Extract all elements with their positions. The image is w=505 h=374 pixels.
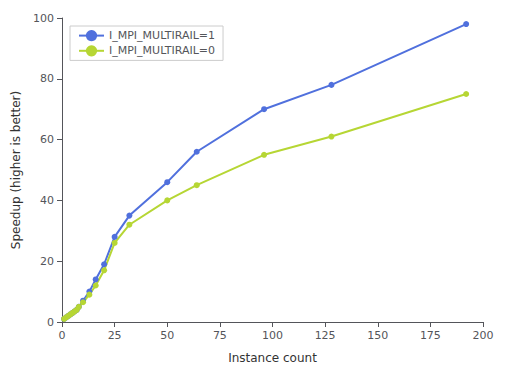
svg-text:I_MPI_MULTIRAIL=1: I_MPI_MULTIRAIL=1	[109, 29, 215, 42]
svg-text:75: 75	[213, 329, 227, 342]
svg-text:100: 100	[33, 12, 54, 25]
svg-text:80: 80	[40, 72, 54, 85]
svg-text:200: 200	[473, 329, 494, 342]
svg-text:60: 60	[40, 133, 54, 146]
svg-text:100: 100	[262, 329, 283, 342]
svg-text:I_MPI_MULTIRAIL=0: I_MPI_MULTIRAIL=0	[109, 44, 215, 57]
svg-text:150: 150	[367, 329, 388, 342]
svg-text:175: 175	[420, 329, 441, 342]
svg-text:40: 40	[40, 194, 54, 207]
svg-text:Speedup (higher is better): Speedup (higher is better)	[9, 91, 23, 249]
svg-text:125: 125	[315, 329, 336, 342]
svg-text:0: 0	[47, 316, 54, 329]
svg-text:Instance count: Instance count	[228, 351, 317, 365]
svg-text:0: 0	[59, 329, 66, 342]
svg-text:20: 20	[40, 255, 54, 268]
svg-text:50: 50	[160, 329, 174, 342]
svg-text:25: 25	[108, 329, 122, 342]
